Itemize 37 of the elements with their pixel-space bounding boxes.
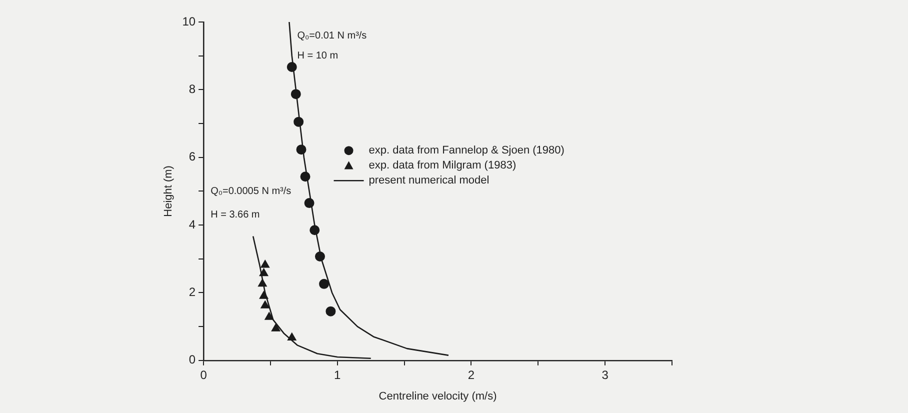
point xyxy=(259,291,268,299)
point xyxy=(260,300,270,308)
y-tick-label: 0 xyxy=(188,352,196,367)
legend-label: present numerical model xyxy=(368,174,490,187)
y-tick-label: 4 xyxy=(188,217,196,232)
point xyxy=(314,252,325,262)
point xyxy=(258,278,267,287)
y-axis-title: Height (m) xyxy=(162,166,175,217)
annotation: Q₀=0.01 N m³/s xyxy=(297,30,367,42)
point xyxy=(259,268,268,276)
point xyxy=(287,332,296,340)
point xyxy=(271,324,280,332)
x-tick-label: 0 xyxy=(200,368,208,382)
point xyxy=(304,198,314,208)
annotation: H = 10 m xyxy=(297,50,338,62)
x-axis-title: Centreline velocity (m/s) xyxy=(378,390,497,402)
legend-label: exp. data from Fannelop & Sjoen (1980) xyxy=(368,144,564,157)
x-tick-label: 1 xyxy=(334,368,342,382)
point xyxy=(326,306,336,316)
y-tick-label: 2 xyxy=(188,285,196,300)
point xyxy=(286,62,297,72)
point xyxy=(264,312,274,320)
annotation: H = 3.66 m xyxy=(210,210,260,221)
point xyxy=(319,278,330,289)
annotation: Q₀=0.0005 N m³/s xyxy=(210,186,292,197)
y-tick-label: 10 xyxy=(182,14,196,28)
point xyxy=(300,172,310,182)
point xyxy=(296,144,306,155)
point xyxy=(294,116,304,127)
point xyxy=(310,225,320,236)
y-tick-label: 6 xyxy=(188,150,196,164)
x-tick-label: 3 xyxy=(602,368,609,382)
point xyxy=(260,260,270,268)
point xyxy=(290,89,301,100)
y-tick-label: 8 xyxy=(188,82,196,96)
x-tick-label: 2 xyxy=(468,368,475,382)
legend-label: exp. data from Milgram (1983) xyxy=(368,160,516,172)
